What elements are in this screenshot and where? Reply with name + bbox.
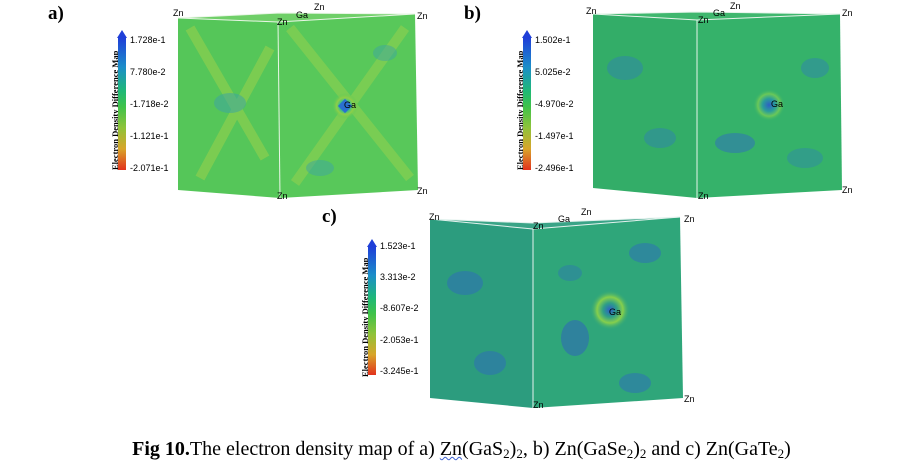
- legend-tick: 3.313e-2: [380, 272, 416, 282]
- atom-label-ga: Ga: [771, 99, 784, 109]
- atom-label-zn: Zn: [842, 185, 853, 195]
- atom-label-ga: Ga: [344, 100, 357, 110]
- atom-label-zn: Zn: [586, 6, 597, 16]
- legend-tick: -8.607e-2: [380, 303, 419, 313]
- legend-tick: 1.523e-1: [380, 241, 416, 251]
- atom-label-zn: Zn: [533, 221, 544, 231]
- caption-text: and c) Zn(GaTe: [646, 438, 778, 460]
- panel-a: a) Electron Density Difference Map 1.728…: [0, 0, 460, 210]
- cube-left-face: [430, 219, 533, 408]
- panel-b: b) Electron Density Difference Map 1.502…: [460, 0, 923, 210]
- caption-subscript: 2: [516, 446, 523, 461]
- atom-label-zn: Zn: [698, 15, 709, 25]
- density-cube: [177, 12, 418, 199]
- caption-text: ): [633, 438, 640, 460]
- atom-label-zn: Zn: [429, 212, 440, 222]
- legend-tick: 1.728e-1: [130, 35, 166, 45]
- atom-label-zn: Zn: [277, 191, 288, 201]
- density-cube: [592, 11, 842, 198]
- figure-number: Fig 10.: [132, 438, 190, 460]
- atom-label-zn: Zn: [417, 11, 428, 21]
- caption-subscript: 2: [639, 446, 647, 461]
- panel-label: b): [464, 3, 481, 24]
- caption-text: Zn: [439, 438, 463, 460]
- legend-tick: -1.497e-1: [535, 131, 574, 141]
- color-legend: Electron Density Difference Map 1.523e-1…: [358, 237, 438, 382]
- figure-caption: Fig 10.The electron density map of a) Zn…: [0, 438, 923, 462]
- density-cube: [429, 216, 683, 408]
- panel-label: a): [48, 3, 64, 24]
- caption-subscript: 2: [777, 446, 785, 461]
- color-legend: Electron Density Difference Map 1.728e-1…: [108, 28, 188, 178]
- caption-text: , b) Zn(GaSe: [522, 438, 627, 460]
- legend-tick: -1.718e-2: [130, 99, 169, 109]
- caption-subscript: 2: [626, 446, 634, 461]
- caption-text: (GaS: [462, 438, 504, 460]
- atom-label-zn: Zn: [730, 1, 741, 11]
- legend-tick: -3.245e-1: [380, 366, 419, 376]
- color-legend: Electron Density Difference Map 1.502e-1…: [513, 28, 593, 178]
- atom-label-zn: Zn: [173, 8, 184, 18]
- caption-text: The electron density map of a): [189, 438, 440, 460]
- legend-tick: -2.071e-1: [130, 163, 169, 173]
- atom-label-zn: Zn: [842, 8, 853, 18]
- legend-tick: 1.502e-1: [535, 35, 571, 45]
- panel-c: c) Electron Density Difference Map 1.523…: [300, 205, 720, 420]
- legend-color-bar: [523, 38, 531, 170]
- legend-tick: -4.970e-2: [535, 99, 574, 109]
- cube-top-face: [593, 12, 840, 20]
- atom-label-zn: Zn: [533, 400, 544, 410]
- legend-tick: 5.025e-2: [535, 67, 571, 77]
- caption-subscript: 2: [503, 446, 510, 461]
- atom-label-ga: Ga: [713, 8, 726, 18]
- atom-label-zn: Zn: [314, 2, 325, 12]
- atom-label-zn: Zn: [277, 17, 288, 27]
- legend-arrow: [522, 30, 532, 38]
- legend-tick: -2.496e-1: [535, 163, 574, 173]
- atom-label-zn: Zn: [698, 191, 709, 201]
- atom-label-zn: Zn: [581, 207, 592, 217]
- legend-color-bar: [368, 247, 376, 375]
- atom-label-zn: Zn: [684, 394, 695, 404]
- legend-tick: 7.780e-2: [130, 67, 166, 77]
- cube-left-face: [593, 14, 697, 198]
- legend-color-bar: [118, 38, 126, 170]
- atom-label-zn: Zn: [417, 186, 428, 196]
- atom-label-ga: Ga: [609, 307, 622, 317]
- legend-tick: -1.121e-1: [130, 131, 169, 141]
- caption-text: ): [509, 438, 517, 460]
- legend-arrow: [367, 239, 377, 247]
- atom-label-ga: Ga: [296, 10, 309, 20]
- legend-arrow: [117, 30, 127, 38]
- atom-label-ga: Ga: [558, 214, 571, 224]
- panel-label: c): [322, 206, 337, 227]
- legend-tick: -2.053e-1: [380, 335, 419, 345]
- atom-label-zn: Zn: [684, 214, 695, 224]
- caption-text: ): [784, 438, 791, 460]
